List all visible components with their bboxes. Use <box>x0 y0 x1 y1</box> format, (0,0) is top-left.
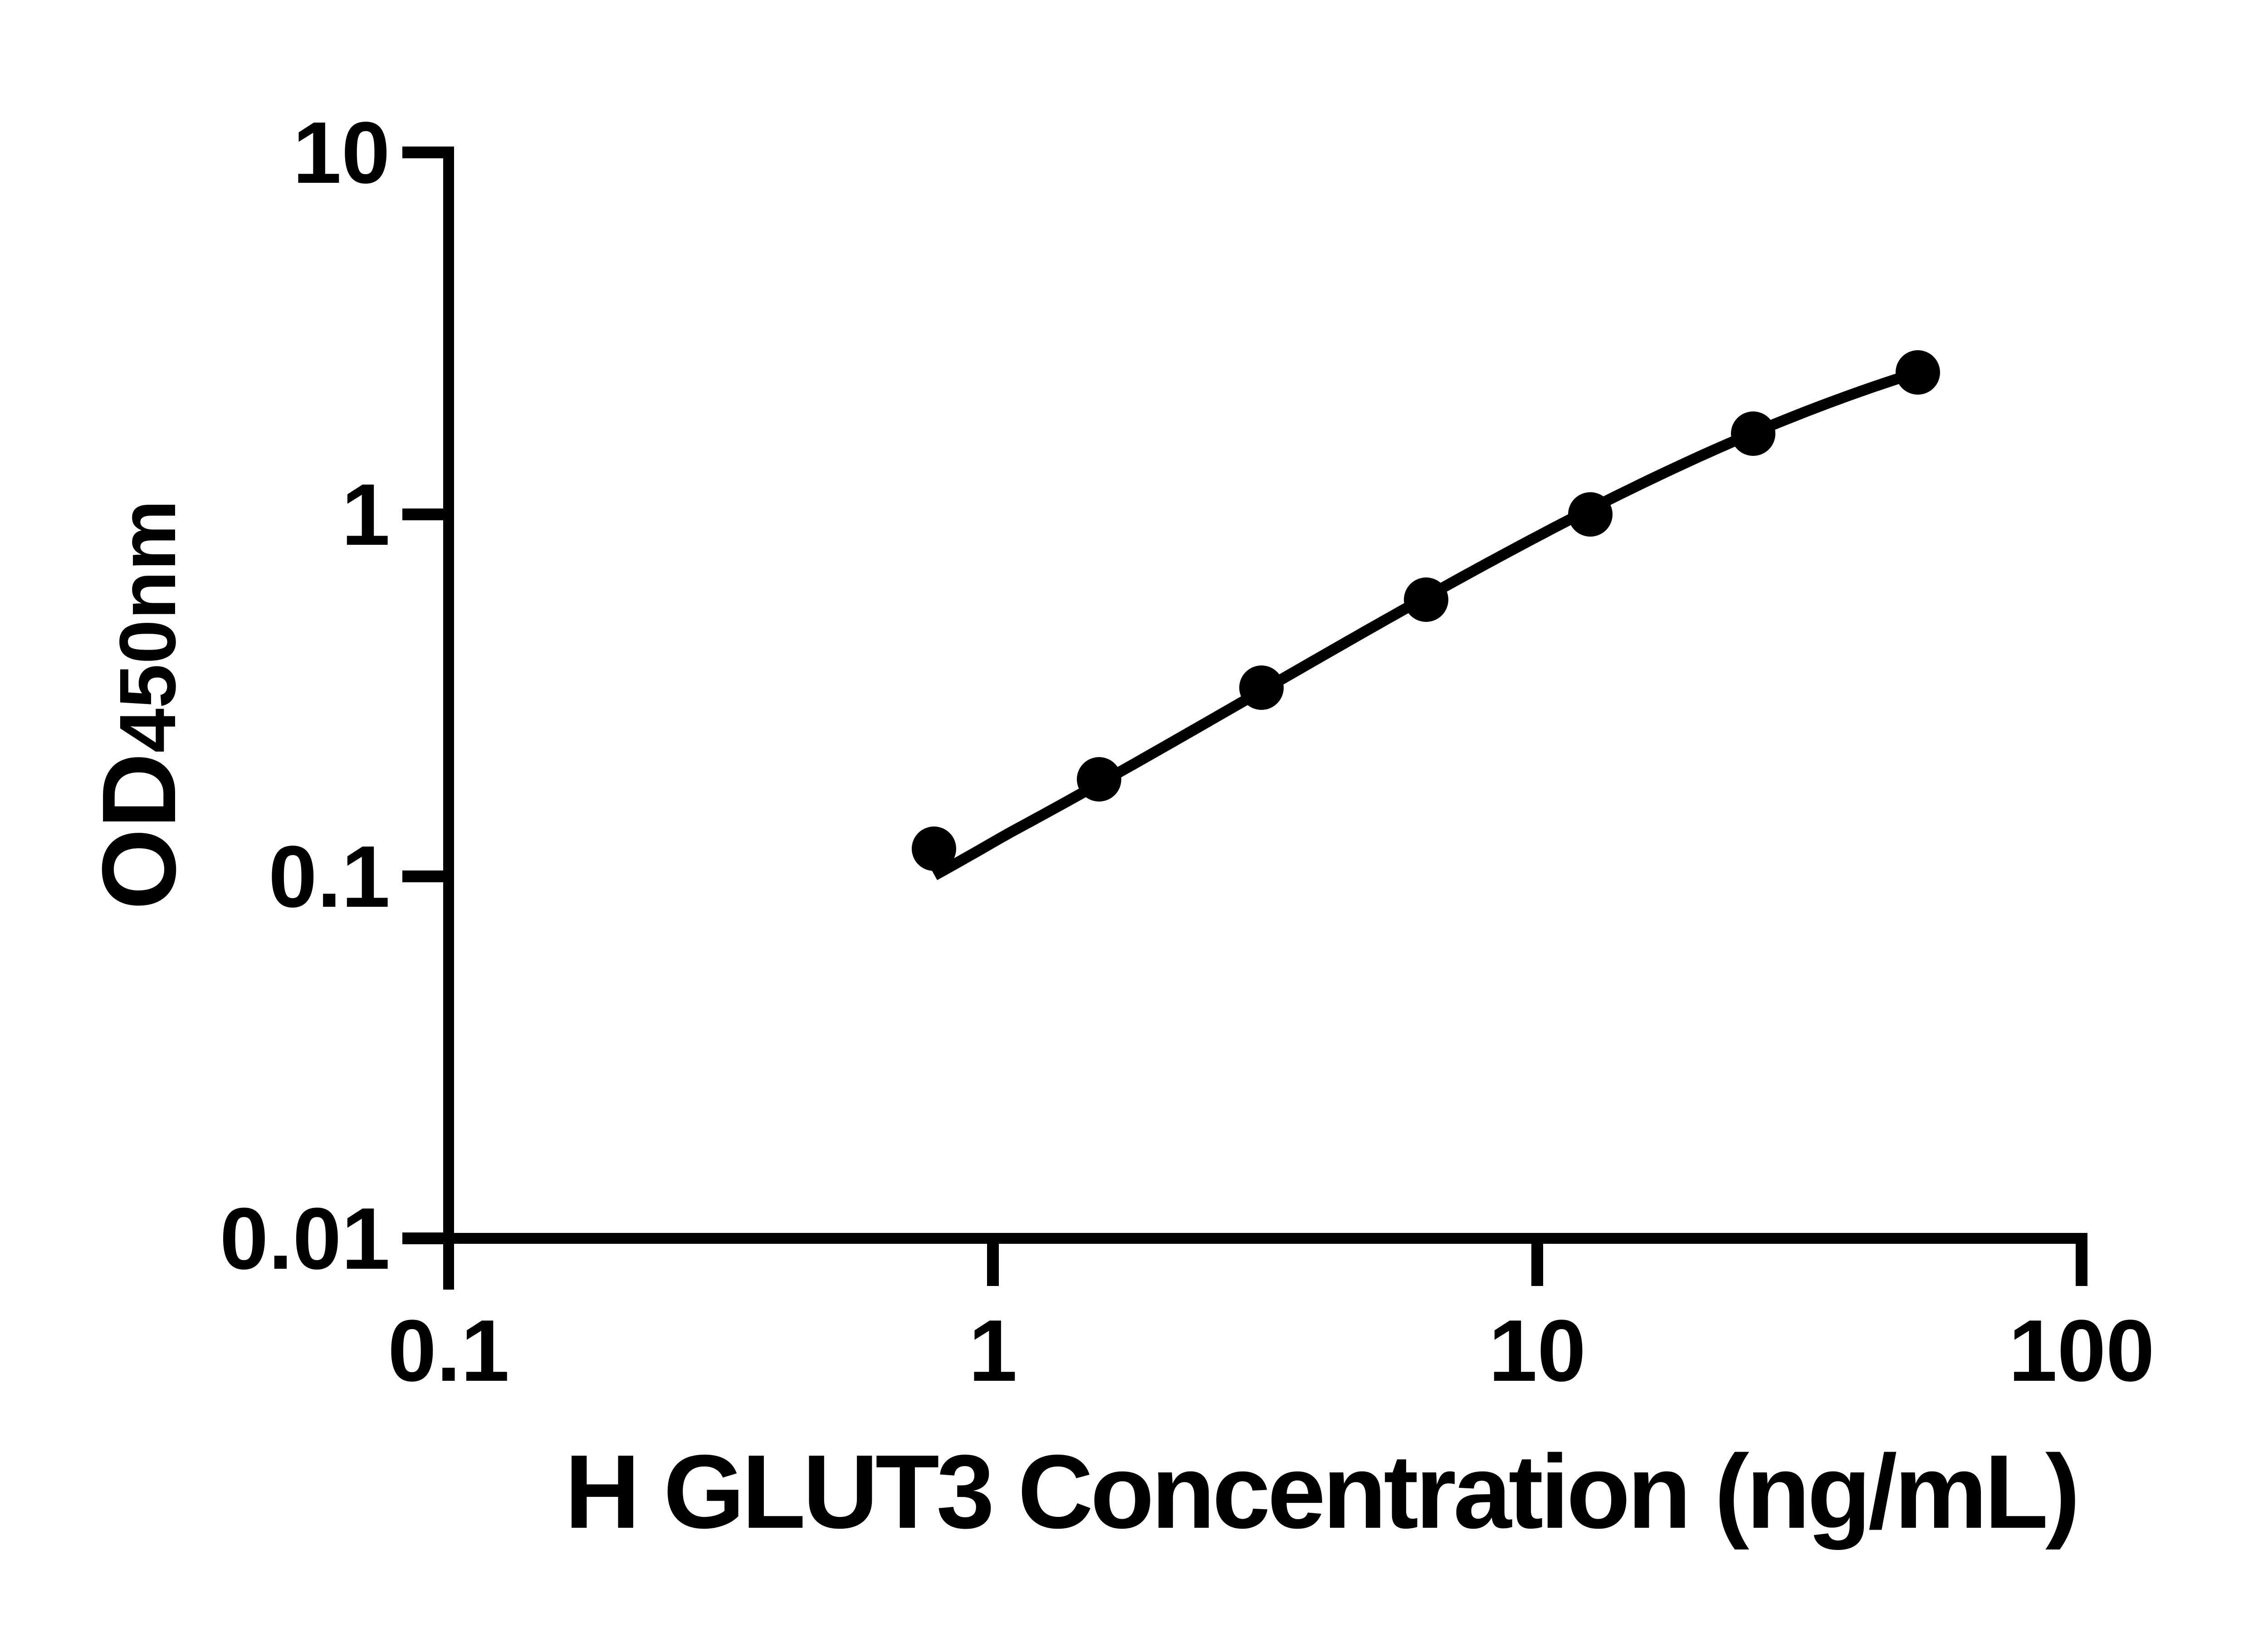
svg-text:0.1: 0.1 <box>269 827 390 925</box>
svg-text:1: 1 <box>342 465 390 563</box>
svg-text:0.01: 0.01 <box>220 1189 390 1287</box>
svg-text:1: 1 <box>968 1301 1017 1399</box>
svg-text:100: 100 <box>2009 1301 2155 1399</box>
svg-text:0.1: 0.1 <box>388 1301 509 1399</box>
svg-text:H GLUT3 Concentration (ng/mL): H GLUT3 Concentration (ng/mL) <box>565 1433 2077 1550</box>
svg-text:10: 10 <box>1489 1301 1586 1399</box>
svg-text:10: 10 <box>293 103 390 201</box>
svg-text:OD450nm: OD450nm <box>80 500 197 910</box>
